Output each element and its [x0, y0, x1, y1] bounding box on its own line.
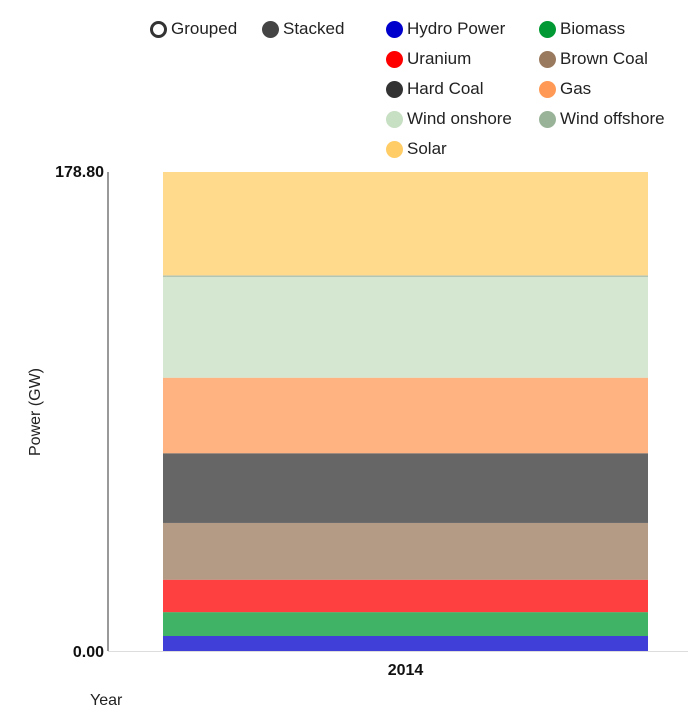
legend-item-wind-onshore[interactable]: Wind onshore [386, 109, 512, 129]
legend-swatch [539, 80, 556, 98]
legend-label: Wind offshore [560, 109, 665, 128]
y-axis-title: Power (GW) [27, 368, 44, 456]
legend-swatch [539, 50, 556, 68]
legend-swatch [386, 110, 403, 128]
legend-label: Uranium [407, 49, 472, 68]
legend-label: Hard Coal [407, 79, 484, 98]
bar-segment-hard-coal[interactable] [163, 453, 648, 523]
radio-unselected-icon [150, 20, 167, 38]
legend-item-biomass[interactable]: Biomass [539, 19, 625, 39]
legend-label: Brown Coal [560, 49, 648, 68]
legend-swatch [539, 20, 556, 38]
bar-segment-hydro-power[interactable] [163, 635, 648, 651]
y-tick-label-max: 178.80 [55, 164, 104, 181]
grouped-toggle[interactable]: Grouped [150, 19, 237, 39]
legend-label: Solar [407, 139, 447, 158]
bar-segment-biomass[interactable] [163, 612, 648, 636]
radio-selected-icon [262, 20, 279, 38]
x-axis-title: Year [90, 692, 123, 709]
legend-label: Hydro Power [407, 19, 506, 38]
x-tick-label: 2014 [388, 662, 424, 679]
legend-swatch [386, 80, 403, 98]
stacked-toggle[interactable]: Stacked [262, 19, 344, 39]
legend-item-hard-coal[interactable]: Hard Coal [386, 79, 484, 99]
bar-segment-uranium[interactable] [163, 579, 648, 613]
legend-swatch [386, 20, 403, 38]
legend-label: Wind onshore [407, 109, 512, 128]
bar-segment-gas[interactable] [163, 377, 648, 454]
bar-stack [163, 172, 648, 651]
legend-swatch [386, 50, 403, 68]
legend-item-uranium[interactable]: Uranium [386, 49, 471, 69]
bar-segment-wind-onshore[interactable] [163, 277, 648, 378]
legend-label: Gas [560, 79, 592, 98]
grouped-label: Grouped [171, 19, 238, 38]
legend-item-gas[interactable]: Gas [539, 79, 591, 99]
bar-segment-solar[interactable] [163, 172, 648, 276]
bar-segment-brown-coal[interactable] [163, 522, 648, 580]
bar-segment-wind-offshore[interactable] [163, 275, 648, 278]
legend-label: Biomass [560, 19, 626, 38]
legend-item-hydro-power[interactable]: Hydro Power [386, 19, 505, 39]
legend-swatch [539, 110, 556, 128]
y-tick-label-min: 0.00 [73, 644, 104, 661]
legend-item-solar[interactable]: Solar [386, 139, 447, 159]
stacked-label: Stacked [283, 19, 345, 38]
legend-swatch [386, 140, 403, 158]
legend-item-wind-offshore[interactable]: Wind offshore [539, 109, 665, 129]
legend-item-brown-coal[interactable]: Brown Coal [539, 49, 648, 69]
